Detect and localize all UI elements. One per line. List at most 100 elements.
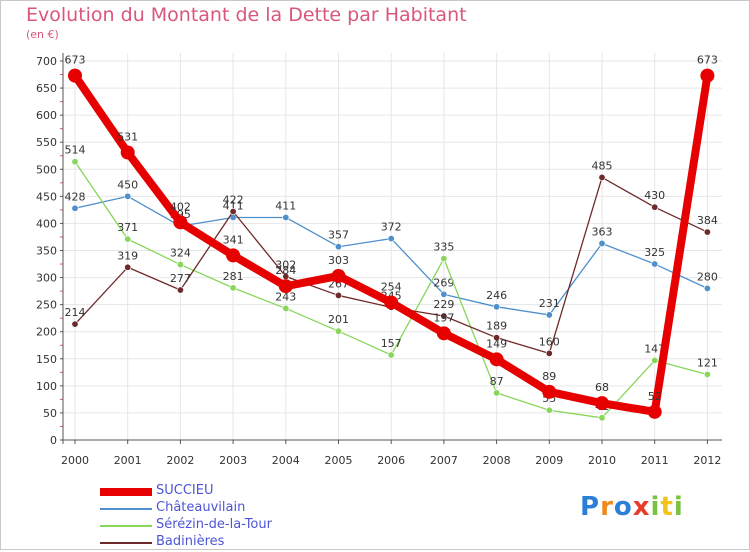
data-point [229,208,237,216]
data-point [440,290,448,298]
y-tick-label: 0 [50,434,57,447]
data-label: 87 [490,375,504,388]
data-label: 160 [539,335,560,348]
data-label: 149 [486,337,507,350]
data-label: 284 [275,264,296,277]
data-point [176,286,184,294]
data-label: 673 [65,54,86,67]
data-point [226,248,241,263]
data-label: 52 [648,390,662,403]
x-tick-label: 2006 [377,454,405,467]
data-label: 430 [644,189,665,202]
data-point [489,352,504,367]
data-label: 269 [433,276,454,289]
data-label: 422 [223,194,244,207]
y-tick-label: 250 [36,299,57,312]
data-label: 197 [433,311,454,324]
y-tick-label: 500 [36,163,57,176]
data-label: 280 [697,270,718,283]
y-tick-label: 400 [36,217,57,230]
chart-plot: 0 50 100 150 200 250 300 350 400 450 500 550 600 650 7… [36,53,722,467]
x-tick-label: 2011 [641,454,669,467]
y-tick-label: 150 [36,353,57,366]
data-label: 189 [486,320,507,333]
data-point [124,192,132,200]
data-point [651,203,659,211]
data-label: 450 [117,178,138,191]
chart-title: Evolution du Montant de la Dette par Hab… [26,4,467,26]
data-label: 254 [381,280,402,293]
data-point [334,291,342,299]
data-point [436,326,451,341]
data-label: 341 [223,233,244,246]
data-point [124,263,132,271]
data-label: 214 [65,306,86,319]
x-tick-label: 2009 [535,454,563,467]
x-tick-label: 2004 [272,454,300,467]
data-point [545,349,553,357]
data-point [493,389,501,397]
y-tick-label: 50 [43,407,57,420]
unit-label: (en €) [26,28,59,41]
data-point [278,279,293,294]
data-label: 243 [275,290,296,303]
x-tick-label: 2003 [219,454,247,467]
x-tick-label: 2000 [61,454,89,467]
data-point [440,255,448,263]
data-label: 531 [117,131,138,144]
data-point [120,145,135,160]
y-tick-label: 550 [36,136,57,149]
data-label: 324 [170,247,191,260]
data-label: 157 [381,337,402,350]
data-label: 277 [170,272,191,285]
data-point [647,404,662,419]
y-tick-label: 650 [36,82,57,95]
data-label: 68 [595,381,609,394]
data-point [493,334,501,342]
x-tick-label: 2010 [588,454,616,467]
x-tick-label: 2008 [483,454,511,467]
legend-swatch [100,525,152,527]
legend-label: SUCCIEU [156,483,214,498]
y-tick-label: 700 [36,55,57,68]
data-label: 485 [592,159,613,172]
data-point [71,158,79,166]
data-point [651,260,659,268]
data-point [545,406,553,414]
legend-label: Sérézin-de-la-Tour [156,517,272,532]
data-label: 428 [65,190,86,203]
data-point [651,356,659,364]
proxiti-logo: Proxiti [580,492,684,522]
x-tick-label: 2007 [430,454,458,467]
data-label: 411 [223,199,244,212]
data-point [703,370,711,378]
data-point [71,204,79,212]
data-point [493,303,501,311]
x-tick-label: 2005 [325,454,353,467]
data-point [334,327,342,335]
data-label: 302 [275,258,296,271]
y-tick-label: 300 [36,272,57,285]
data-point [545,311,553,319]
data-point [595,396,609,411]
y-tick-label: 600 [36,109,57,122]
x-tick-label: 2001 [114,454,142,467]
legend-swatch [100,508,152,510]
data-label: 246 [486,289,507,302]
data-point [703,284,711,292]
data-point [331,268,346,283]
data-label: 231 [539,297,560,310]
legend-label: Badinières [156,534,225,549]
x-tick-label: 2012 [693,454,721,467]
data-label: 402 [170,200,191,213]
y-tick-label: 450 [36,190,57,203]
data-point [282,304,290,312]
data-point [387,235,395,243]
data-point [542,384,557,399]
data-label: 325 [644,246,665,259]
data-label: 514 [65,144,86,157]
y-tick-label: 100 [36,380,57,393]
data-label: 303 [328,254,349,267]
data-point [229,284,237,292]
data-point [703,228,711,236]
